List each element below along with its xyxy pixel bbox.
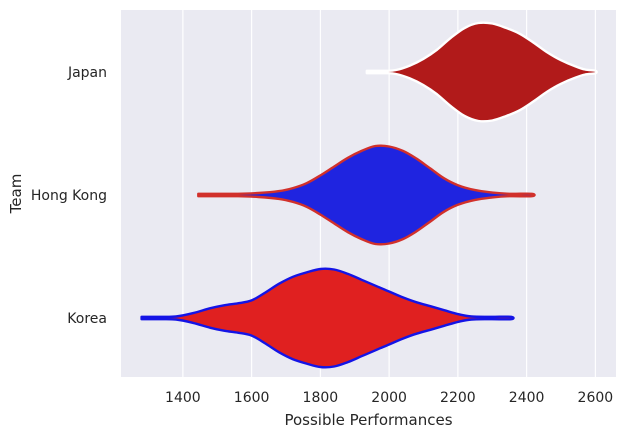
x-tick-label: 1600 bbox=[234, 390, 270, 406]
y-tick-label: Japan bbox=[67, 65, 107, 81]
x-tick-labels: 1400 1600 1800 2000 2200 2400 2600 bbox=[165, 390, 613, 406]
x-tick-label: 2400 bbox=[509, 390, 545, 406]
y-tick-labels: Japan Hong Kong Korea bbox=[31, 65, 107, 327]
x-axis-label: Possible Performances bbox=[284, 411, 452, 429]
x-tick-label: 1400 bbox=[165, 390, 201, 406]
x-tick-label: 2600 bbox=[578, 390, 614, 406]
x-tick-label: 1800 bbox=[303, 390, 339, 406]
violin-hong-kong bbox=[197, 144, 536, 246]
y-tick-label: Korea bbox=[67, 311, 107, 327]
violin-japan bbox=[365, 21, 598, 123]
y-axis-label: Team bbox=[7, 174, 25, 215]
x-tick-label: 2000 bbox=[371, 390, 407, 406]
violin-korea bbox=[140, 267, 515, 369]
violins bbox=[140, 21, 598, 369]
x-tick-label: 2200 bbox=[440, 390, 476, 406]
y-tick-label: Hong Kong bbox=[31, 188, 107, 204]
